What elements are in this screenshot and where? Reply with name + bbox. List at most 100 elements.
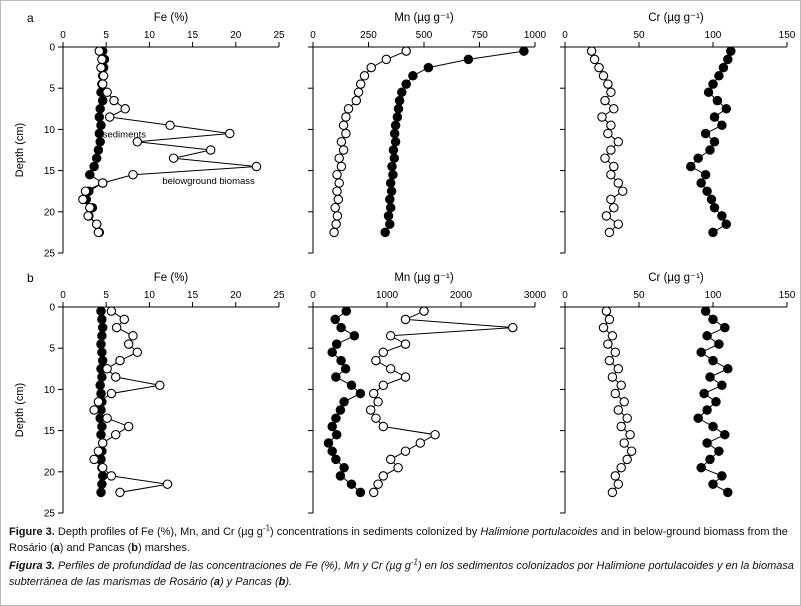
caption-segment: y en la biomasa subterránea de las maris… bbox=[9, 560, 795, 588]
filled-circle-marker bbox=[93, 145, 104, 155]
svg-text:Cr (µg g⁻¹): Cr (µg g⁻¹) bbox=[648, 12, 704, 24]
open-circle-marker bbox=[334, 153, 344, 163]
svg-text:Fe (%): Fe (%) bbox=[154, 12, 189, 24]
filled-circle-marker bbox=[91, 153, 102, 163]
open-circle-marker bbox=[89, 405, 99, 415]
open-circle-marker bbox=[613, 364, 624, 374]
open-circle-marker bbox=[78, 194, 88, 205]
open-circle-marker bbox=[109, 95, 119, 106]
svg-text:2000: 2000 bbox=[450, 290, 473, 301]
filled-circle-marker bbox=[708, 79, 718, 89]
svg-text:1000: 1000 bbox=[524, 30, 547, 41]
chart-svg: Cr (µg g⁻¹) 0 50 100 150 bbox=[560, 272, 796, 514]
filled-circle-marker bbox=[714, 446, 724, 456]
caption-segment: a bbox=[213, 575, 220, 588]
open-circle-marker bbox=[205, 145, 216, 155]
open-circle-marker bbox=[333, 194, 344, 205]
open-circle-marker bbox=[97, 79, 108, 89]
open-circle-marker bbox=[336, 137, 347, 147]
svg-text:0: 0 bbox=[562, 30, 568, 41]
open-circle-marker bbox=[598, 322, 609, 333]
open-circle-marker bbox=[162, 479, 173, 489]
open-circle-marker bbox=[415, 438, 426, 448]
open-circle-marker bbox=[385, 331, 396, 341]
filled-circle-marker bbox=[95, 380, 105, 391]
filled-circle-marker bbox=[96, 388, 106, 399]
caption-segment: ) marshes. bbox=[138, 541, 190, 554]
svg-text:Mn (µg g⁻¹): Mn (µg g⁻¹) bbox=[394, 12, 454, 24]
open-circle-marker bbox=[80, 186, 91, 196]
filled-circle-marker bbox=[714, 71, 724, 81]
filled-circle-marker bbox=[726, 46, 736, 56]
filled-circle-marker bbox=[693, 153, 703, 163]
svg-text:5: 5 bbox=[49, 84, 55, 95]
open-circle-marker bbox=[604, 227, 615, 238]
chart-panel-b-fe: b Fe (%) 0 5 10 15 20 25 0 5 10 15 20 25 Depth (cm) bbox=[11, 267, 287, 526]
open-circle-marker bbox=[606, 120, 616, 131]
svg-text:5: 5 bbox=[49, 344, 55, 355]
open-circle-marker bbox=[106, 388, 117, 399]
filled-circle-marker bbox=[85, 169, 95, 180]
open-circle-marker bbox=[85, 202, 95, 213]
filled-circle-marker bbox=[703, 87, 714, 98]
svg-text:15: 15 bbox=[187, 30, 199, 41]
svg-text:1000: 1000 bbox=[376, 290, 399, 301]
open-circle-marker bbox=[613, 178, 624, 188]
open-circle-marker bbox=[106, 306, 117, 316]
caption-segment: ) concentrations in sediments colonized … bbox=[269, 526, 481, 538]
open-circle-marker bbox=[331, 219, 341, 229]
filled-circle-marker bbox=[700, 128, 711, 139]
open-circle-marker bbox=[371, 413, 381, 423]
open-circle-marker bbox=[607, 331, 618, 341]
filled-circle-marker bbox=[94, 112, 105, 122]
open-circle-marker bbox=[609, 161, 619, 172]
open-circle-marker bbox=[622, 454, 632, 465]
filled-circle-marker bbox=[327, 347, 337, 358]
filled-circle-marker bbox=[390, 120, 401, 131]
filled-circle-marker bbox=[96, 487, 106, 498]
open-circle-marker bbox=[102, 87, 112, 98]
open-circle-marker bbox=[378, 380, 389, 391]
filled-circle-marker bbox=[385, 202, 396, 213]
open-circle-marker bbox=[168, 153, 179, 163]
svg-text:25: 25 bbox=[44, 249, 56, 260]
open-circle-marker bbox=[600, 95, 610, 106]
filled-circle-marker bbox=[97, 347, 107, 358]
filled-circle-marker bbox=[97, 355, 108, 366]
filled-circle-marker bbox=[331, 372, 341, 382]
open-circle-marker bbox=[355, 79, 366, 89]
caption-segment: Depth profiles of Fe (%), Mn, and Cr (µg… bbox=[54, 526, 263, 538]
filled-circle-marker bbox=[386, 186, 397, 196]
filled-circle-marker bbox=[705, 145, 715, 155]
filled-circle-marker bbox=[97, 314, 107, 325]
open-circle-marker bbox=[385, 364, 396, 374]
svg-text:b: b bbox=[27, 271, 34, 285]
filled-circle-marker bbox=[721, 104, 732, 114]
filled-circle-marker bbox=[327, 446, 337, 456]
open-circle-marker bbox=[119, 314, 130, 325]
open-circle-marker bbox=[598, 71, 609, 81]
open-circle-marker bbox=[110, 429, 121, 440]
filled-circle-marker bbox=[702, 405, 712, 415]
open-circle-marker bbox=[586, 46, 597, 56]
open-circle-marker bbox=[373, 397, 383, 407]
filled-circle-marker bbox=[708, 227, 718, 238]
caption-segment: ). bbox=[285, 575, 293, 588]
open-circle-marker bbox=[330, 202, 340, 213]
open-circle-marker bbox=[610, 347, 621, 358]
open-circle-marker bbox=[400, 339, 411, 349]
open-circle-marker bbox=[393, 462, 403, 473]
filled-circle-marker bbox=[96, 120, 106, 131]
caption-spanish: Figura 3. Perfiles de profundidad de las… bbox=[9, 558, 797, 590]
filled-circle-marker bbox=[463, 54, 474, 65]
svg-text:sediments: sediments bbox=[103, 130, 147, 141]
open-circle-marker bbox=[613, 479, 624, 489]
open-circle-marker bbox=[343, 104, 354, 114]
filled-circle-marker bbox=[686, 161, 696, 172]
filled-circle-marker bbox=[700, 169, 711, 180]
chart-svg: Mn (µg g⁻¹) 0 250 500 750 1000 bbox=[308, 12, 547, 254]
open-circle-marker bbox=[610, 388, 621, 399]
chart-svg: Cr (µg g⁻¹) 0 50 100 150 bbox=[560, 12, 796, 254]
filled-circle-marker bbox=[339, 397, 349, 407]
filled-circle-marker bbox=[723, 54, 733, 65]
